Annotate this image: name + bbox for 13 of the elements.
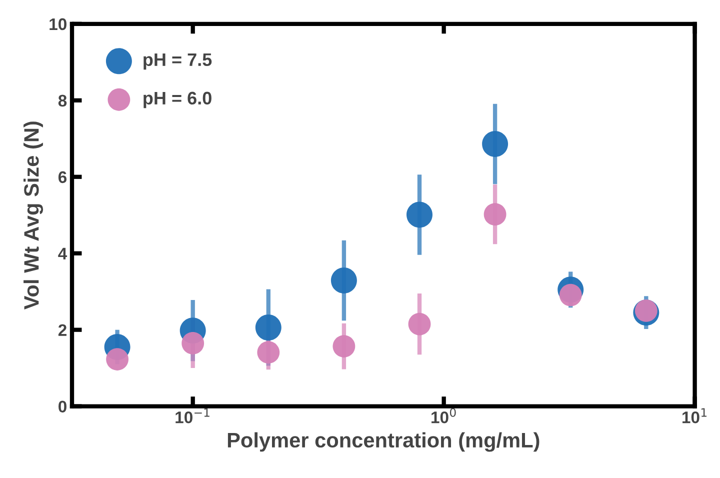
x-tick-label: 10$^{−1}$ <box>176 408 210 424</box>
y-tick-label: 6 <box>58 171 67 184</box>
legend-label: pH = 7.5 <box>144 53 212 70</box>
y-tick-label: 0 <box>58 400 66 413</box>
x-tick-label: 10$^{0}$ <box>432 408 456 424</box>
y-axis-title: Vol Wt Avg Size (N) <box>24 122 44 310</box>
legend-label: pH = 6.0 <box>144 92 212 108</box>
y-tick-label: 4 <box>58 248 68 260</box>
y-tick-label: 8 <box>58 94 67 107</box>
y-tick-label: 2 <box>58 324 66 336</box>
y-tick-label: 10 <box>50 18 66 30</box>
x-axis-title: Polymer concentration (mg/mL) <box>228 432 540 452</box>
x-tick-label: 10$^{1}$ <box>682 408 707 424</box>
